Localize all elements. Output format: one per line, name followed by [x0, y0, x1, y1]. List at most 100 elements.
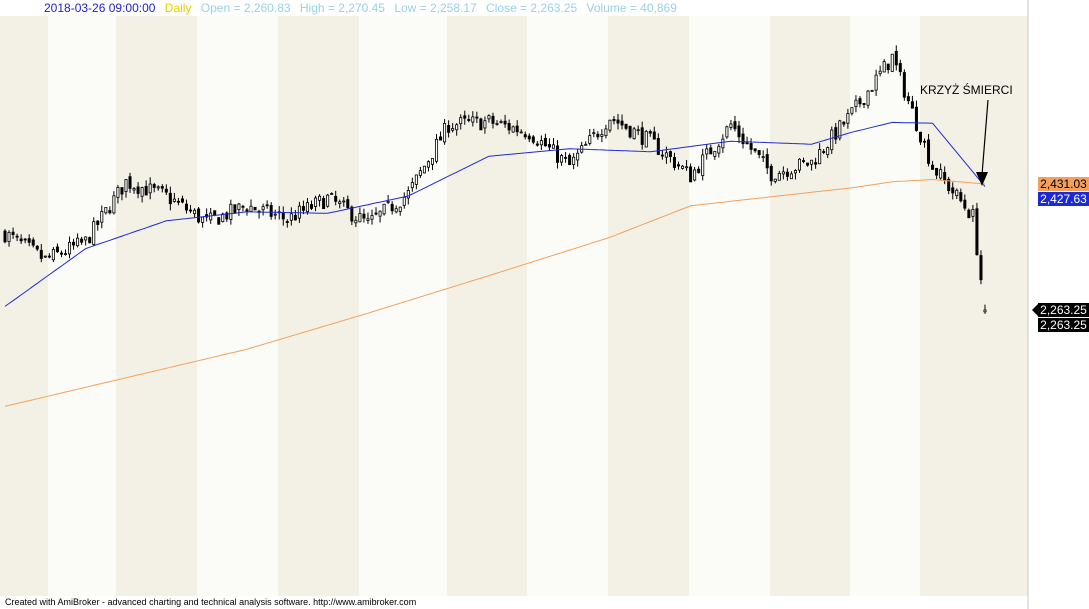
candle-body — [104, 207, 108, 214]
candle-body — [600, 134, 604, 137]
candle-body — [624, 123, 628, 129]
candle-body — [959, 192, 963, 202]
candle-body — [951, 187, 955, 194]
candle-body — [592, 132, 596, 135]
candle-body — [3, 230, 7, 243]
candle-body — [249, 205, 253, 212]
candle-body — [164, 188, 168, 193]
candle-body — [862, 103, 866, 105]
footer-credit: Created with AmiBroker - advanced charti… — [5, 597, 417, 607]
candle-body — [426, 161, 430, 168]
candle-body — [100, 211, 104, 223]
candle-body — [701, 154, 705, 176]
candle-body — [596, 133, 600, 138]
candle-body — [576, 152, 580, 161]
candle-body — [898, 63, 902, 73]
candle-body — [59, 252, 63, 255]
candle-body — [636, 129, 640, 132]
candle-body — [693, 169, 697, 181]
candle-body — [184, 203, 188, 211]
candle-body — [108, 210, 112, 214]
candle-body — [975, 208, 979, 256]
candle-body — [301, 206, 305, 211]
candle-body — [467, 119, 471, 121]
candle-body — [358, 213, 362, 223]
candle-body — [233, 204, 237, 213]
month-band — [278, 16, 359, 596]
month-band — [197, 16, 278, 596]
candle-body — [31, 239, 35, 246]
candle-body — [471, 116, 475, 123]
candle-body — [443, 123, 447, 143]
candle-body — [342, 200, 346, 203]
candle-body — [814, 162, 818, 165]
candle-body — [519, 131, 523, 134]
candle-body — [612, 118, 616, 122]
candle-body — [322, 198, 326, 210]
candle-body — [733, 121, 737, 130]
candle-body — [886, 63, 890, 71]
candle-body — [55, 246, 59, 253]
candle-body — [878, 70, 882, 75]
candle-body — [604, 128, 608, 136]
candle-body — [19, 238, 23, 242]
candle-body — [947, 178, 951, 192]
candle-body — [439, 136, 443, 141]
candle-body — [656, 138, 660, 155]
candle-body — [96, 220, 100, 225]
candle-body — [943, 172, 947, 181]
candle-body — [761, 156, 765, 159]
candle-body — [144, 185, 148, 196]
candle-body — [668, 151, 672, 157]
candle-body — [261, 206, 265, 211]
candle-body — [616, 119, 620, 124]
candle-body — [971, 209, 975, 217]
candle-body — [237, 203, 241, 211]
month-band — [116, 16, 197, 596]
candle-body — [197, 208, 201, 223]
candle-body — [967, 209, 971, 219]
header-high: High = 2,270.45 — [299, 1, 385, 15]
candle-body — [43, 255, 47, 258]
candle-body — [15, 235, 19, 238]
candle-body — [124, 179, 128, 192]
candle-body — [334, 195, 338, 202]
candle-body — [406, 190, 410, 199]
candle-body — [330, 193, 334, 195]
candle-body — [773, 178, 777, 182]
candle-body — [910, 101, 914, 109]
close-pointer — [1032, 304, 1038, 316]
candle-body — [931, 164, 935, 170]
candle-body — [543, 137, 547, 147]
candle-body — [293, 214, 297, 221]
candle-body — [709, 147, 713, 155]
candle-body — [818, 149, 822, 165]
candle-body — [721, 138, 725, 149]
candle-body — [531, 136, 535, 143]
candle-body — [314, 197, 318, 207]
candle-body — [620, 120, 624, 126]
candle-body — [539, 140, 543, 146]
candle-body — [7, 232, 11, 243]
candle-body — [35, 245, 39, 250]
candle-body — [781, 171, 785, 175]
candle-body — [88, 237, 92, 244]
candle-body — [713, 150, 717, 157]
candle-body — [156, 186, 160, 189]
candle-body — [265, 204, 269, 207]
candle-body — [435, 138, 439, 162]
candle-body — [418, 170, 422, 176]
candle-body — [148, 183, 152, 194]
candle-body — [551, 144, 555, 149]
candle-body — [305, 202, 309, 213]
candle-body — [76, 237, 80, 247]
candle-body — [797, 158, 801, 171]
candle-body — [802, 160, 806, 162]
candle-body — [245, 209, 249, 212]
candle-body — [229, 203, 233, 220]
candle-body — [826, 147, 830, 156]
candle-body — [297, 205, 301, 219]
candle-body — [935, 168, 939, 176]
candle-body — [398, 206, 402, 212]
